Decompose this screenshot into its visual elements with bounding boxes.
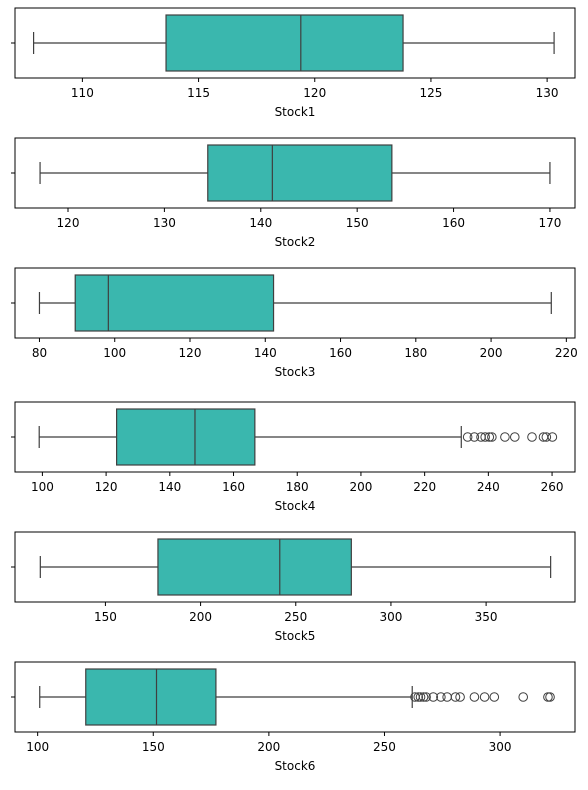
x-tick-label: 140 bbox=[249, 216, 272, 230]
x-tick-label: 120 bbox=[179, 346, 202, 360]
x-tick-label: 115 bbox=[187, 86, 210, 100]
x-tick-label: 250 bbox=[373, 740, 396, 754]
x-tick-label: 120 bbox=[303, 86, 326, 100]
x-tick-label: 200 bbox=[189, 610, 212, 624]
box-panel-4: 100 120 140 160 180 200 220 240 260 Stock4 bbox=[11, 401, 576, 513]
x-tick-label: 300 bbox=[489, 740, 512, 754]
box-panel-1: 110 115 120 125 130 Stock1 bbox=[11, 7, 576, 119]
x-tick-label: 200 bbox=[349, 480, 372, 494]
x-tick-label: 130 bbox=[153, 216, 176, 230]
outlier-point bbox=[469, 432, 480, 442]
outlier-point bbox=[480, 432, 490, 442]
x-tick-label: 160 bbox=[222, 480, 245, 494]
x-tick-label: 240 bbox=[477, 480, 500, 494]
x-tick-label: 180 bbox=[286, 480, 309, 494]
outlier-point bbox=[518, 692, 529, 702]
x-tick-label: 120 bbox=[95, 480, 118, 494]
outlier-point bbox=[547, 432, 558, 442]
outlier-point bbox=[442, 692, 452, 702]
outlier-point bbox=[543, 692, 553, 702]
x-tick-label: 200 bbox=[480, 346, 503, 360]
box-panel-6: 100 150 200 250 300 Stock6 bbox=[11, 661, 576, 773]
outlier-point bbox=[421, 692, 431, 702]
x-tick-label: 120 bbox=[57, 216, 80, 230]
outlier-point bbox=[509, 432, 520, 442]
x-tick-label: 140 bbox=[158, 480, 181, 494]
outlier-point bbox=[462, 432, 473, 442]
iqr-box bbox=[116, 408, 256, 466]
box-panel-2: 120 130 140 150 160 170 Stock2 bbox=[11, 137, 576, 249]
outlier-point bbox=[418, 692, 429, 702]
iqr-box bbox=[85, 668, 217, 726]
outlier-point bbox=[479, 692, 490, 702]
x-tick-label: 80 bbox=[32, 346, 47, 360]
outlier-point bbox=[450, 692, 461, 702]
outlier-point bbox=[487, 432, 497, 442]
x-axis-label: Stock1 bbox=[275, 105, 316, 119]
x-tick-label: 200 bbox=[257, 740, 280, 754]
x-tick-label: 150 bbox=[346, 216, 369, 230]
outlier-point bbox=[428, 692, 439, 702]
outlier-point bbox=[484, 432, 495, 442]
x-tick-label: 300 bbox=[379, 610, 402, 624]
x-tick-label: 170 bbox=[538, 216, 561, 230]
box-panel-5: 150 200 250 300 350 Stock5 bbox=[11, 531, 576, 643]
x-tick-label: 100 bbox=[26, 740, 49, 754]
x-tick-label: 100 bbox=[31, 480, 54, 494]
x-tick-label: 350 bbox=[475, 610, 498, 624]
outlier-point bbox=[415, 692, 426, 702]
outlier-point bbox=[455, 692, 465, 702]
outlier-point bbox=[500, 432, 510, 442]
box-panel-3: 80 100 120 140 160 180 200 220 Stock3 bbox=[11, 267, 578, 379]
outlier-point bbox=[527, 432, 537, 442]
x-tick-label: 160 bbox=[442, 216, 465, 230]
x-tick-label: 220 bbox=[555, 346, 578, 360]
x-axis-label: Stock5 bbox=[275, 629, 316, 643]
outlier-point bbox=[541, 432, 552, 442]
x-tick-label: 125 bbox=[419, 86, 442, 100]
iqr-box bbox=[165, 14, 404, 72]
iqr-box bbox=[74, 274, 275, 332]
x-tick-label: 150 bbox=[94, 610, 117, 624]
x-tick-label: 260 bbox=[541, 480, 564, 494]
x-tick-label: 100 bbox=[103, 346, 126, 360]
iqr-box bbox=[157, 538, 352, 596]
x-tick-label: 150 bbox=[142, 740, 165, 754]
iqr-box bbox=[207, 144, 393, 202]
x-tick-label: 140 bbox=[254, 346, 277, 360]
x-axis-label: Stock2 bbox=[275, 235, 316, 249]
outlier-point bbox=[469, 692, 480, 702]
outlier-point bbox=[413, 692, 424, 702]
x-tick-label: 130 bbox=[536, 86, 559, 100]
x-tick-label: 180 bbox=[404, 346, 427, 360]
x-axis-label: Stock6 bbox=[275, 759, 316, 773]
outlier-point bbox=[436, 692, 446, 702]
x-tick-label: 250 bbox=[284, 610, 307, 624]
outlier-point bbox=[545, 692, 555, 702]
x-axis-label: Stock3 bbox=[275, 365, 316, 379]
x-tick-label: 110 bbox=[71, 86, 94, 100]
outlier-point bbox=[489, 692, 500, 702]
x-tick-label: 160 bbox=[329, 346, 352, 360]
x-axis-label: Stock4 bbox=[275, 499, 316, 513]
x-tick-label: 220 bbox=[413, 480, 436, 494]
